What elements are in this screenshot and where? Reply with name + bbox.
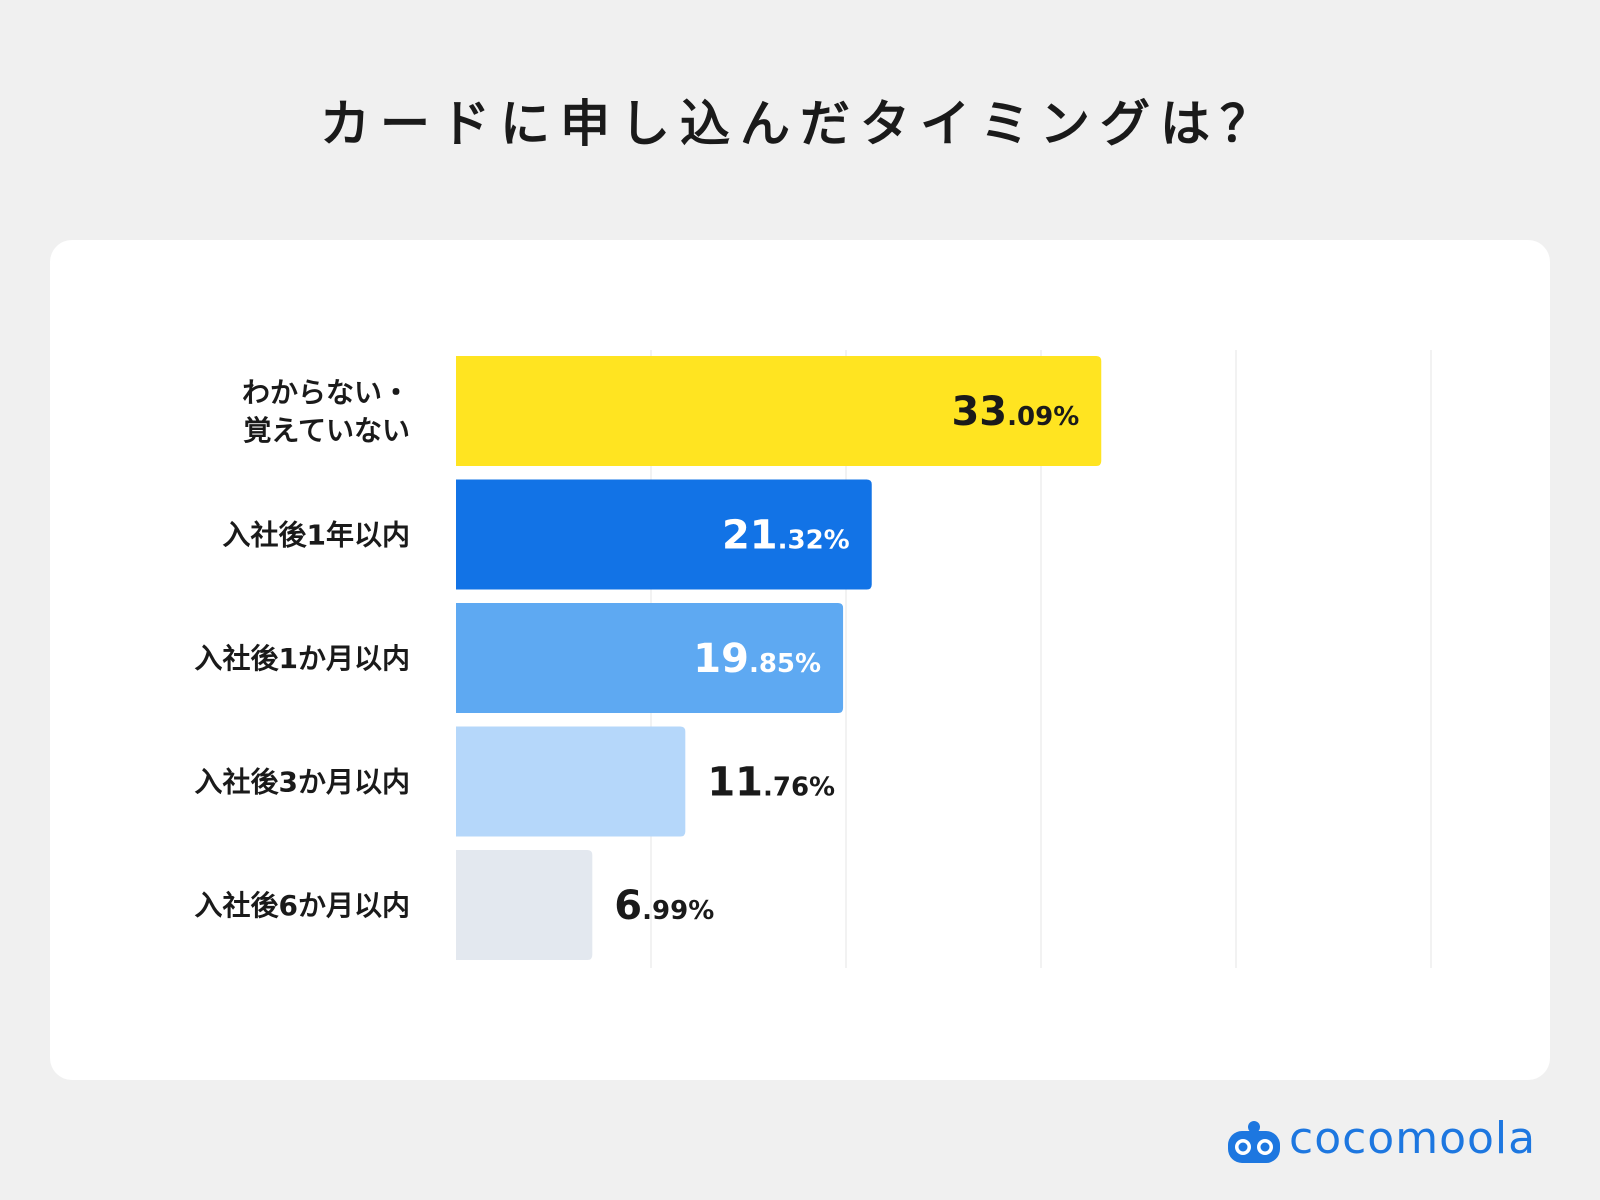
bar-chart: わからない・覚えていない 33.09% 入社後1年以内 21.32% 入社後1か月以内 1… [195, 350, 1432, 968]
category-label: 入社後3か月以内 [195, 766, 410, 799]
value-label: 33.09% [951, 389, 1079, 435]
category-label: わからない・覚えていない [242, 376, 410, 447]
bar [456, 479, 872, 590]
value-label: 21.32% [722, 513, 850, 559]
chart-card: わからない・覚えていない 33.09% 入社後1年以内 21.32% 入社後1か月以内 1… [50, 240, 1550, 1080]
category-label: 入社後6か月以内 [195, 889, 410, 922]
value-label: 6.99% [614, 883, 714, 929]
value-label: 11.76% [707, 760, 835, 806]
category-label: 入社後1年以内 [223, 519, 410, 552]
bar [456, 356, 1102, 466]
category-label: 入社後1か月以内 [195, 642, 410, 675]
chart-title: カードに申し込んだタイミングは？ [320, 95, 1280, 153]
value-label: 19.85% [693, 636, 821, 682]
bar [456, 726, 686, 837]
logo-text: cocomoola [1289, 1113, 1537, 1164]
bar [456, 850, 593, 960]
bar [456, 603, 844, 713]
logo-icon [1228, 1121, 1280, 1163]
cocomoola-logo: cocomoola [1226, 1113, 1556, 1169]
